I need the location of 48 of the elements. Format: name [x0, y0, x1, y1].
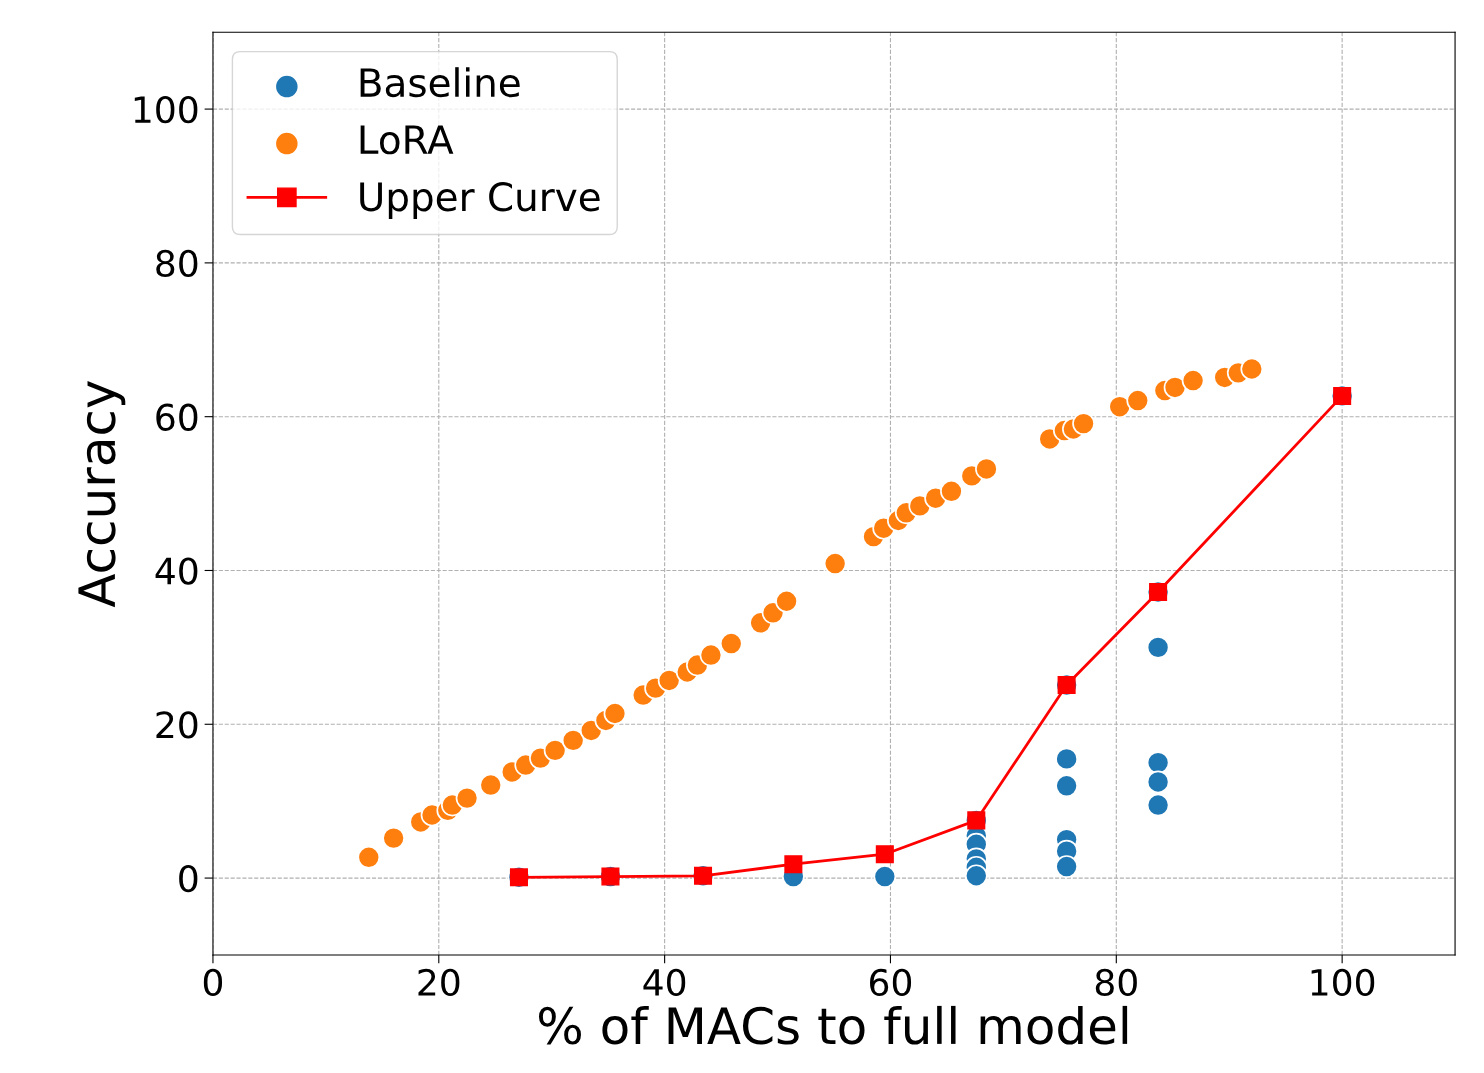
point — [357, 845, 381, 869]
point — [1072, 412, 1095, 435]
point — [1055, 774, 1078, 798]
point — [940, 479, 963, 503]
point — [775, 589, 798, 613]
point — [543, 739, 567, 762]
y-tick-label: 40 — [155, 557, 198, 585]
legend-label: LoRA — [360, 125, 454, 155]
y-axis-title: Accuracy — [78, 380, 126, 608]
point — [975, 457, 998, 481]
point — [964, 864, 988, 888]
point — [1146, 751, 1170, 775]
y-tick-label: 20 — [156, 711, 198, 739]
point — [1181, 369, 1205, 392]
point — [1055, 855, 1078, 878]
y-tick-label: 100 — [134, 96, 198, 124]
point — [1126, 389, 1150, 412]
x-tick-label: 80 — [1095, 968, 1137, 997]
point — [1163, 376, 1187, 399]
x-tick-label: 40 — [643, 968, 686, 997]
x-tick-label: 20 — [418, 968, 460, 997]
point — [699, 643, 723, 667]
point — [455, 786, 479, 810]
x-tick-label: 60 — [870, 968, 912, 997]
point — [382, 826, 405, 850]
point — [1146, 636, 1170, 659]
point — [1055, 747, 1078, 771]
point — [875, 845, 894, 864]
x-tick-label: 0 — [203, 968, 223, 997]
x-axis-title: % of MACs to full model — [538, 1005, 1128, 1045]
point — [657, 669, 681, 692]
y-tick-label: 0 — [179, 864, 198, 893]
point — [1108, 395, 1132, 419]
y-tick-label: 60 — [156, 403, 198, 431]
legend-label: Upper Curve — [360, 182, 600, 219]
legend-label: Baseline — [360, 67, 520, 98]
y-tick-label: 80 — [156, 249, 198, 278]
point — [561, 729, 585, 752]
point — [873, 865, 897, 888]
point — [823, 552, 847, 575]
point — [784, 855, 803, 874]
point — [479, 773, 503, 797]
x-tick-label: 100 — [1311, 968, 1375, 997]
point — [1146, 793, 1170, 817]
point — [603, 702, 627, 725]
point — [1240, 357, 1264, 381]
point — [719, 632, 743, 655]
point — [1146, 770, 1170, 794]
